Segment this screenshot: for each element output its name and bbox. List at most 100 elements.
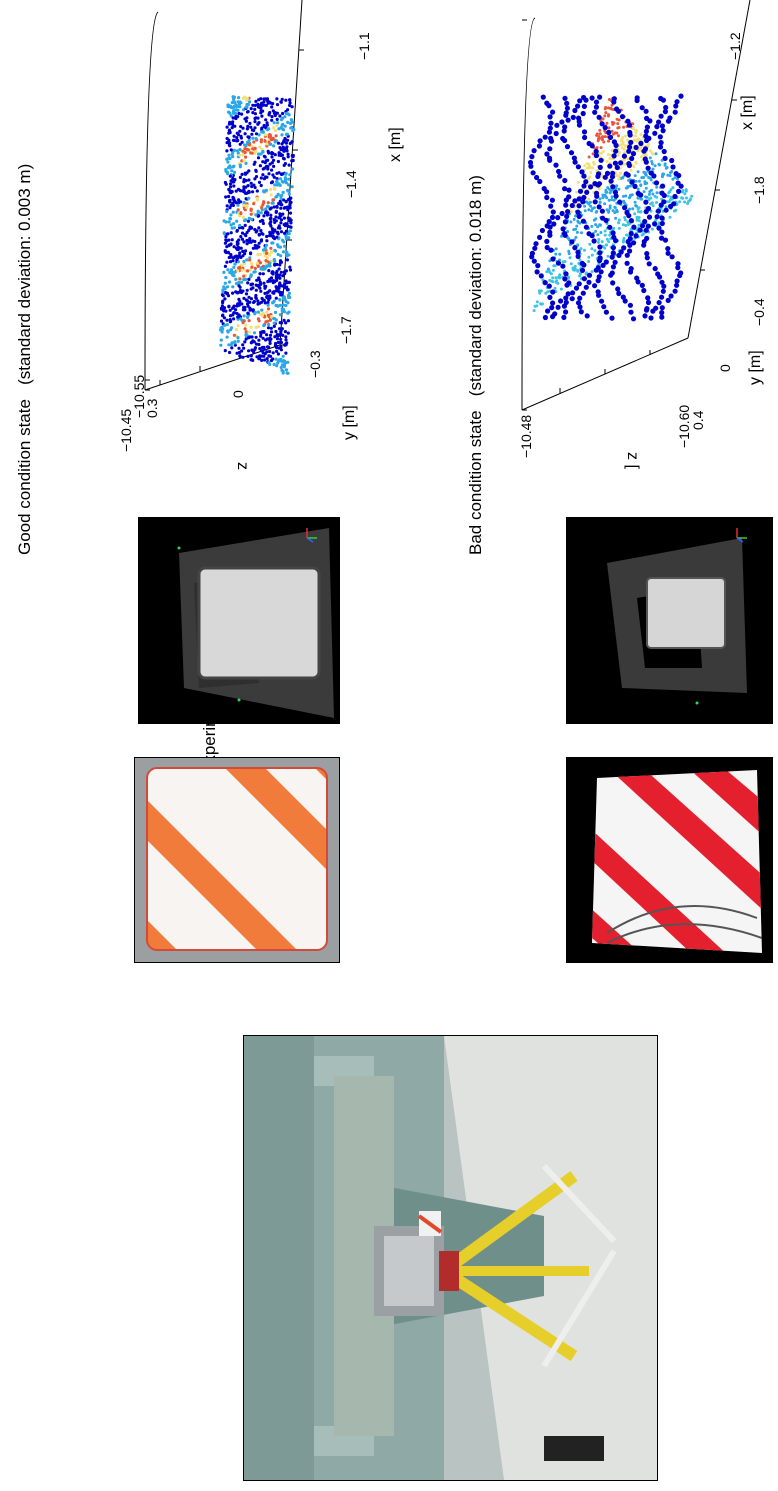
point-cloud-dot bbox=[665, 250, 671, 256]
point-cloud-dot bbox=[576, 203, 582, 209]
point-cloud-dot bbox=[291, 167, 295, 171]
point-cloud-dot bbox=[271, 231, 275, 235]
point-cloud-dot bbox=[278, 152, 282, 156]
point-cloud-dot bbox=[617, 134, 620, 138]
point-cloud-dot bbox=[249, 212, 253, 216]
point-cloud-dot bbox=[221, 299, 225, 303]
point-cloud-dot bbox=[254, 342, 259, 346]
point-cloud-dot bbox=[272, 324, 276, 328]
point-cloud-dot bbox=[246, 304, 250, 308]
point-cloud-dot bbox=[546, 129, 552, 135]
point-cloud-dot bbox=[666, 194, 670, 198]
point-cloud-dot bbox=[610, 245, 616, 251]
point-cloud-dot bbox=[551, 221, 557, 227]
point-cloud-dot bbox=[617, 199, 623, 205]
point-cloud-dot bbox=[267, 298, 271, 302]
point-cloud-dot bbox=[254, 149, 258, 154]
point-cloud-dot bbox=[262, 200, 266, 204]
point-cloud-dot bbox=[236, 108, 240, 112]
point-cloud-dot bbox=[228, 185, 233, 189]
point-cloud-dot bbox=[279, 330, 283, 334]
point-cloud-dot bbox=[277, 216, 281, 220]
point-cloud-dot bbox=[598, 132, 602, 136]
point-cloud-dot bbox=[286, 138, 290, 142]
point-cloud-dot bbox=[269, 326, 273, 330]
point-cloud-dot bbox=[276, 285, 280, 290]
point-cloud-dot bbox=[633, 174, 637, 178]
point-cloud-dot bbox=[234, 201, 238, 205]
point-cloud-dot bbox=[251, 147, 255, 151]
point-cloud-dot bbox=[272, 205, 276, 209]
point-cloud-dot bbox=[233, 170, 237, 174]
point-cloud-dot bbox=[285, 258, 289, 262]
point-cloud-dot bbox=[252, 202, 256, 206]
point-cloud-dot bbox=[257, 133, 261, 137]
point-cloud-dot bbox=[253, 126, 257, 130]
point-cloud-dot bbox=[258, 347, 262, 351]
bad-x-tick-1: −1.8 bbox=[751, 176, 767, 204]
point-cloud-dot bbox=[648, 156, 652, 160]
point-cloud-dot bbox=[273, 113, 277, 118]
point-cloud-dot bbox=[265, 128, 270, 132]
point-cloud-dot bbox=[601, 196, 605, 200]
point-cloud-dot bbox=[221, 313, 225, 317]
point-cloud-dot bbox=[671, 177, 675, 181]
point-cloud-dot bbox=[613, 206, 617, 210]
point-cloud-dot bbox=[626, 162, 632, 169]
point-cloud-dot bbox=[264, 265, 268, 269]
point-cloud-dot bbox=[637, 223, 641, 227]
point-cloud-dot bbox=[272, 144, 276, 148]
point-cloud-dot bbox=[644, 124, 650, 130]
point-cloud-dot bbox=[284, 171, 288, 176]
point-cloud-dot bbox=[599, 151, 603, 155]
point-cloud-dot bbox=[562, 137, 568, 144]
point-cloud-dot bbox=[238, 165, 242, 169]
point-cloud-dot bbox=[650, 308, 656, 314]
point-cloud-dot bbox=[605, 160, 609, 163]
point-cloud-dot bbox=[262, 281, 266, 285]
point-cloud-dot bbox=[647, 143, 651, 146]
point-cloud-dot bbox=[542, 280, 548, 286]
good-x-tick-1: −1.7 bbox=[338, 316, 354, 344]
point-cloud-dot bbox=[263, 284, 267, 288]
point-cloud-dot bbox=[226, 160, 230, 164]
point-cloud-dot bbox=[644, 137, 650, 144]
point-cloud-dot bbox=[288, 229, 293, 233]
point-cloud-dot bbox=[286, 152, 290, 156]
point-cloud-dot bbox=[583, 284, 589, 290]
point-cloud-dot bbox=[646, 214, 653, 220]
point-cloud-dot bbox=[245, 258, 249, 262]
point-cloud-dot bbox=[244, 330, 248, 334]
point-cloud-dot bbox=[269, 193, 273, 197]
point-cloud-dot bbox=[246, 269, 250, 273]
point-cloud-dot bbox=[261, 149, 265, 154]
point-cloud-dot bbox=[644, 255, 650, 261]
point-cloud-dot bbox=[650, 188, 653, 192]
point-cloud-dot bbox=[657, 274, 663, 280]
point-cloud-dot bbox=[233, 262, 237, 266]
point-cloud-dot bbox=[590, 270, 594, 274]
good-condition-title: Good condition state (standard deviation… bbox=[15, 164, 35, 555]
point-cloud-dot bbox=[631, 224, 637, 230]
point-cloud-dot bbox=[279, 214, 283, 218]
point-cloud-dot bbox=[272, 121, 276, 125]
point-cloud-dot bbox=[663, 162, 667, 166]
point-cloud-dot bbox=[282, 318, 286, 322]
point-cloud-dot bbox=[599, 298, 605, 304]
point-cloud-dot bbox=[286, 216, 290, 220]
point-cloud-dot bbox=[251, 339, 255, 343]
bad-std-note: (standard deviation: 0.018 m) bbox=[466, 175, 485, 397]
point-cloud-dot bbox=[685, 196, 688, 200]
point-cloud-dot bbox=[265, 295, 269, 299]
point-cloud-dot bbox=[230, 346, 234, 350]
point-cloud-dot bbox=[665, 166, 669, 169]
point-cloud-dot bbox=[529, 154, 535, 160]
point-cloud-dot bbox=[245, 102, 249, 107]
point-cloud-dot bbox=[273, 153, 277, 157]
point-cloud-dot bbox=[258, 252, 262, 256]
point-cloud-dot bbox=[608, 191, 612, 195]
point-cloud-dot bbox=[563, 197, 569, 203]
point-cloud-dot bbox=[606, 254, 610, 258]
point-cloud-dot bbox=[245, 299, 250, 303]
point-cloud-dot bbox=[581, 173, 587, 179]
